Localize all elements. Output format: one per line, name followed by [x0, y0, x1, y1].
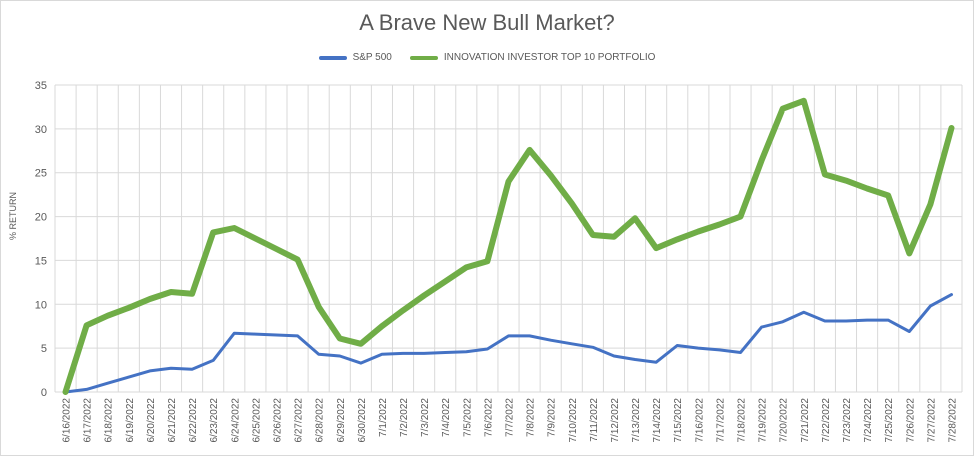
x-tick-label: 7/11/2022: [589, 398, 600, 442]
x-tick-label: 7/6/2022: [483, 398, 494, 437]
y-tick-label: 20: [35, 212, 47, 224]
x-tick-label: 7/13/2022: [631, 398, 642, 443]
legend-label-innovation: INNOVATION INVESTOR TOP 10 PORTFOLIO: [443, 52, 656, 63]
x-tick-label: 7/21/2022: [800, 398, 811, 443]
y-tick-label: 15: [35, 255, 47, 267]
x-tick-label: 6/27/2022: [294, 398, 305, 443]
x-tick-label: 7/23/2022: [842, 398, 853, 443]
x-tick-label: 7/3/2022: [420, 398, 431, 437]
x-tick-label: 7/4/2022: [441, 398, 452, 437]
x-tick-label: 7/5/2022: [462, 398, 473, 437]
x-tick-label: 6/19/2022: [125, 398, 136, 443]
x-tick-label: 6/25/2022: [251, 398, 262, 443]
x-tick-label: 7/17/2022: [715, 398, 726, 443]
x-tick-label: 6/20/2022: [146, 398, 157, 443]
x-tick-label: 7/22/2022: [821, 398, 832, 443]
x-tick-label: 7/2/2022: [399, 398, 410, 437]
x-tick-label: 6/28/2022: [315, 398, 326, 443]
x-tick-label: 7/14/2022: [652, 398, 663, 443]
x-tick-label: 7/9/2022: [547, 398, 558, 437]
chart-title: A Brave New Bull Market?: [359, 10, 615, 35]
x-tick-label: 7/25/2022: [884, 398, 895, 443]
x-tick-label: 7/7/2022: [505, 398, 516, 437]
y-tick-label: 30: [35, 124, 47, 136]
x-tick-label: 6/23/2022: [209, 398, 220, 443]
x-tick-label: 7/26/2022: [905, 398, 916, 443]
x-tick-label: 6/30/2022: [357, 398, 368, 443]
legend-swatch-innovation: [409, 55, 438, 60]
x-tick-label: 7/1/2022: [378, 398, 389, 437]
x-tick-label: 7/18/2022: [737, 398, 748, 443]
y-tick-label: 35: [35, 80, 47, 92]
x-tick-label: 6/22/2022: [188, 398, 199, 443]
x-tick-label: 6/17/2022: [83, 398, 94, 443]
legend-swatch-sp500: [318, 55, 347, 60]
x-tick-label: 7/20/2022: [779, 398, 790, 443]
y-tick-label: 0: [41, 387, 47, 399]
x-tick-label: 7/15/2022: [673, 398, 684, 443]
chart-legend: S&P 500 INNOVATION INVESTOR TOP 10 PORTF…: [0, 52, 974, 63]
legend-label-sp500: S&P 500: [352, 52, 392, 63]
x-tick-label: 6/18/2022: [104, 398, 115, 443]
x-tick-label: 7/28/2022: [947, 398, 958, 443]
x-tick-label: 7/8/2022: [526, 398, 537, 437]
x-tick-label: 7/16/2022: [694, 398, 705, 443]
x-tick-label: 7/24/2022: [863, 398, 874, 443]
x-tick-label: 7/10/2022: [568, 398, 579, 443]
x-tick-label: 6/16/2022: [62, 398, 73, 443]
x-tick-label: 7/12/2022: [610, 398, 621, 443]
legend-item-innovation: INNOVATION INVESTOR TOP 10 PORTFOLIO: [409, 52, 656, 63]
legend-item-sp500: S&P 500: [318, 52, 392, 63]
x-tick-label: 6/26/2022: [272, 398, 283, 443]
y-tick-label: 10: [35, 299, 47, 311]
y-tick-label: 5: [41, 343, 47, 355]
x-tick-label: 6/21/2022: [167, 398, 178, 443]
series-line-sp500: [64, 293, 953, 394]
x-tick-label: 6/29/2022: [336, 398, 347, 443]
x-tick-label: 6/24/2022: [230, 398, 241, 443]
y-tick-label: 25: [35, 168, 47, 180]
x-tick-label: 7/27/2022: [926, 398, 937, 443]
x-tick-label: 7/19/2022: [758, 398, 769, 443]
